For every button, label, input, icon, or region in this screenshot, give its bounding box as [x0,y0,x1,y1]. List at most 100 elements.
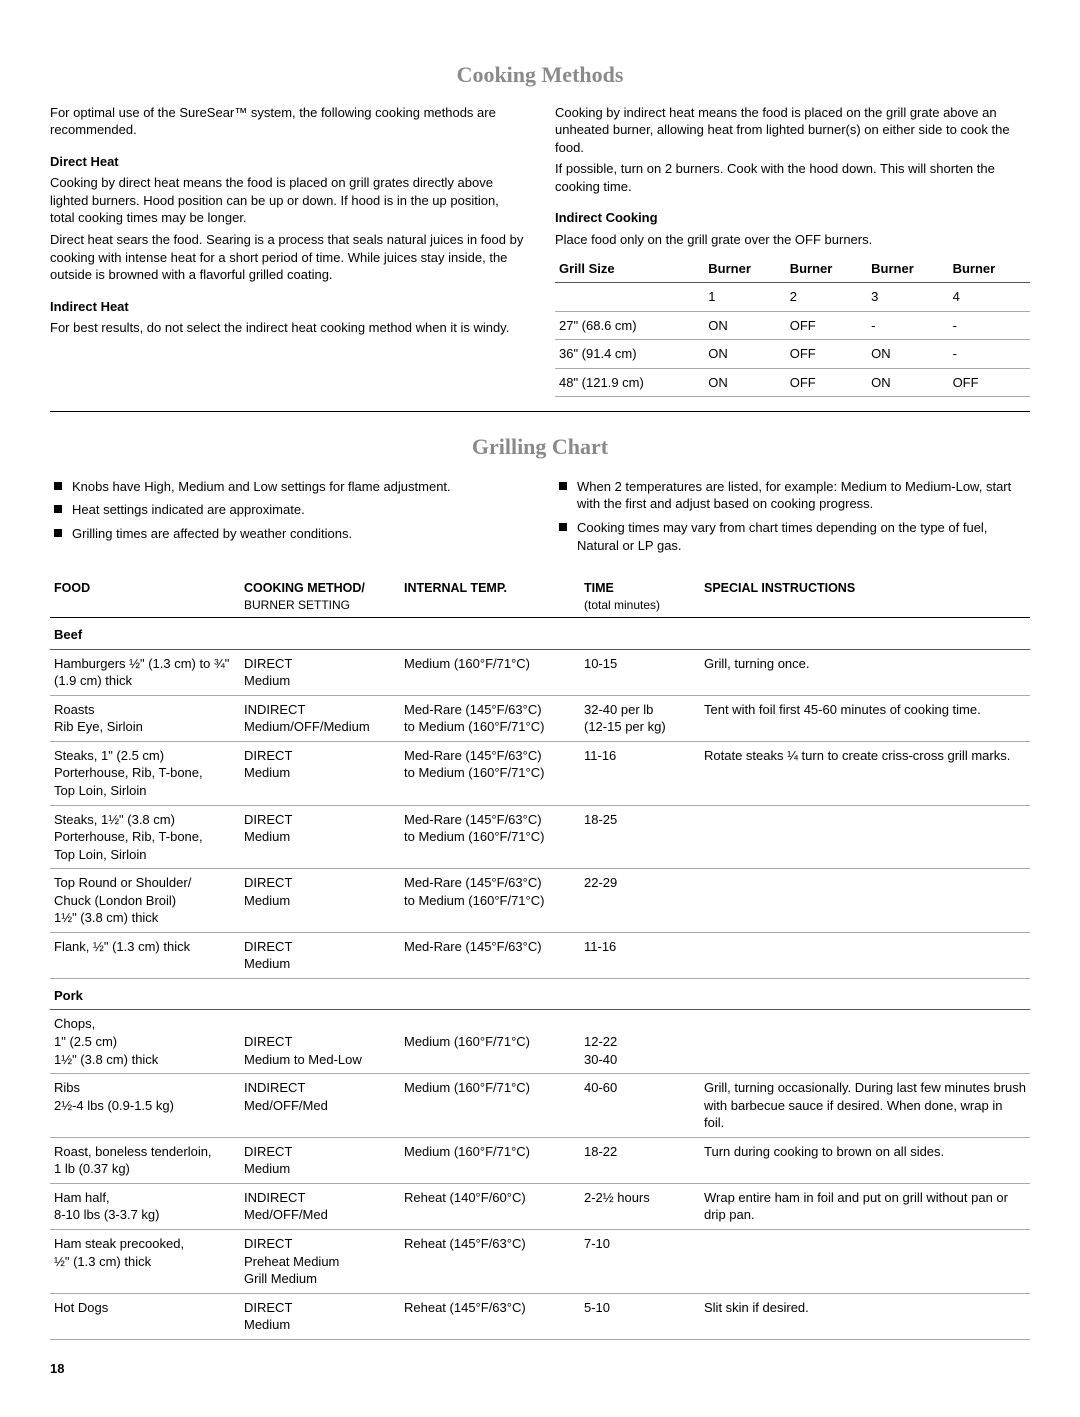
chart-cell: Steaks, 1" (2.5 cm) Porterhouse, Rib, T-… [50,741,240,805]
grill-size-subheader-cell: 1 [704,283,785,312]
chart-cell: DIRECT Medium [240,649,400,695]
section-divider [50,411,1030,412]
chart-cell: 18-25 [580,805,700,869]
bullet-item: Heat settings indicated are approximate. [50,501,525,519]
chart-cell: Reheat (145°F/63°C) [400,1229,580,1293]
grilling-chart-bullets: Knobs have High, Medium and Low settings… [50,472,1030,560]
chart-cell: Flank, ½" (1.3 cm) thick [50,932,240,978]
chart-data-row: Top Round or Shoulder/ Chuck (London Bro… [50,869,1030,933]
chart-cell: Tent with foil first 45-60 minutes of co… [700,695,1030,741]
chart-cell: 11-16 [580,741,700,805]
chart-cell: DIRECT Medium [240,932,400,978]
grill-size-cell: - [949,311,1030,340]
chart-cell: INDIRECT Med/OFF/Med [240,1074,400,1138]
grill-size-cell: ON [704,340,785,369]
th-method: COOKING METHOD/ BURNER SETTING [240,574,400,618]
indirect-heat-heading: Indirect Heat [50,298,525,316]
chart-cell: 32-40 per lb (12-15 per kg) [580,695,700,741]
chart-cell: Wrap entire ham in foil and put on grill… [700,1183,1030,1229]
chart-cell: 40-60 [580,1074,700,1138]
intro-right-p2: If possible, turn on 2 burners. Cook wit… [555,160,1030,195]
grill-size-cell: ON [867,340,948,369]
th-burner-4: Burner [949,255,1030,283]
th-temp: INTERNAL TEMP. [400,574,580,618]
chart-data-row: Hamburgers ½" (1.3 cm) to ¾" (1.9 cm) th… [50,649,1030,695]
chart-cell: Steaks, 1½" (3.8 cm) Porterhouse, Rib, T… [50,805,240,869]
grill-size-cell: OFF [786,368,867,397]
chart-cell [700,805,1030,869]
chart-data-row: Steaks, 1½" (3.8 cm) Porterhouse, Rib, T… [50,805,1030,869]
intro-right-p1: Cooking by indirect heat means the food … [555,104,1030,157]
direct-heat-p1: Cooking by direct heat means the food is… [50,174,525,227]
chart-cell: Roast, boneless tenderloin, 1 lb (0.37 k… [50,1137,240,1183]
grill-size-subheader-cell: 4 [949,283,1030,312]
chart-cell: 2-2½ hours [580,1183,700,1229]
chart-cell: Rotate steaks ¼ turn to create criss-cro… [700,741,1030,805]
indirect-cooking-heading: Indirect Cooking [555,209,1030,227]
grill-size-cell: OFF [786,311,867,340]
chart-data-row: Ham half, 8-10 lbs (3-3.7 kg)INDIRECT Me… [50,1183,1030,1229]
chart-header-row: FOOD COOKING METHOD/ BURNER SETTING INTE… [50,574,1030,618]
chart-cell [700,932,1030,978]
chart-cell: Med-Rare (145°F/63°C) to Medium (160°F/7… [400,695,580,741]
chart-cell [700,1010,1030,1074]
grill-size-row: 48" (121.9 cm)ONOFFONOFF [555,368,1030,397]
chart-cell: DIRECT Medium [240,805,400,869]
chart-cell: Hamburgers ½" (1.3 cm) to ¾" (1.9 cm) th… [50,649,240,695]
chart-section-row: Pork [50,978,1030,1010]
right-column: Cooking by indirect heat means the food … [555,100,1030,398]
cooking-methods-columns: For optimal use of the SureSear™ system,… [50,100,1030,398]
direct-heat-p2: Direct heat sears the food. Searing is a… [50,231,525,284]
grill-size-subheader-cell: 3 [867,283,948,312]
left-column: For optimal use of the SureSear™ system,… [50,100,525,398]
chart-cell: Grill, turning once. [700,649,1030,695]
th-burner-3: Burner [867,255,948,283]
grill-size-cell: ON [704,311,785,340]
chart-cell: Med-Rare (145°F/63°C) [400,932,580,978]
chart-cell: Ribs 2½-4 lbs (0.9-1.5 kg) [50,1074,240,1138]
chart-cell: Reheat (145°F/63°C) [400,1293,580,1339]
chart-data-row: Roast, boneless tenderloin, 1 lb (0.37 k… [50,1137,1030,1183]
chart-data-row: Chops, 1" (2.5 cm) 1½" (3.8 cm) thick DI… [50,1010,1030,1074]
th-food: FOOD [50,574,240,618]
grill-size-cell: - [867,311,948,340]
grill-size-cell: - [949,340,1030,369]
intro-text: For optimal use of the SureSear™ system,… [50,104,525,139]
chart-cell: Grill, turning occasionally. During last… [700,1074,1030,1138]
chart-cell: DIRECT Medium [240,1293,400,1339]
grill-size-cell: ON [867,368,948,397]
page-number: 18 [50,1360,1030,1378]
grill-size-cell: 27" (68.6 cm) [555,311,704,340]
chart-data-row: Ham steak precooked, ½" (1.3 cm) thickDI… [50,1229,1030,1293]
grill-size-row: 36" (91.4 cm)ONOFFON- [555,340,1030,369]
grill-size-subheader-cell [555,283,704,312]
bullet-item: Knobs have High, Medium and Low settings… [50,478,525,496]
chart-cell: 18-22 [580,1137,700,1183]
chart-cell: DIRECT Medium to Med-Low [240,1010,400,1074]
chart-data-row: Hot DogsDIRECT MediumReheat (145°F/63°C)… [50,1293,1030,1339]
grill-size-subheader-cell: 2 [786,283,867,312]
bullet-item: When 2 temperatures are listed, for exam… [555,478,1030,513]
th-burner-1: Burner [704,255,785,283]
chart-cell: 5-10 [580,1293,700,1339]
chart-data-row: Ribs 2½-4 lbs (0.9-1.5 kg)INDIRECT Med/O… [50,1074,1030,1138]
chart-cell: Med-Rare (145°F/63°C) to Medium (160°F/7… [400,741,580,805]
grill-size-header-row: Grill Size Burner Burner Burner Burner [555,255,1030,283]
chart-cell: Medium (160°F/71°C) [400,1010,580,1074]
chart-cell: Roasts Rib Eye, Sirloin [50,695,240,741]
chart-section-name: Beef [50,618,1030,650]
chart-cell: Turn during cooking to brown on all side… [700,1137,1030,1183]
chart-cell: DIRECT Medium [240,1137,400,1183]
direct-heat-heading: Direct Heat [50,153,525,171]
chart-cell: Chops, 1" (2.5 cm) 1½" (3.8 cm) thick [50,1010,240,1074]
chart-cell: Reheat (140°F/60°C) [400,1183,580,1229]
chart-section-row: Beef [50,618,1030,650]
chart-cell: 7-10 [580,1229,700,1293]
chart-section-name: Pork [50,978,1030,1010]
bullet-item: Grilling times are affected by weather c… [50,525,525,543]
chart-cell: Hot Dogs [50,1293,240,1339]
grill-size-cell: OFF [949,368,1030,397]
chart-cell: Ham steak precooked, ½" (1.3 cm) thick [50,1229,240,1293]
th-burner-2: Burner [786,255,867,283]
grill-size-subheader-row: 1234 [555,283,1030,312]
